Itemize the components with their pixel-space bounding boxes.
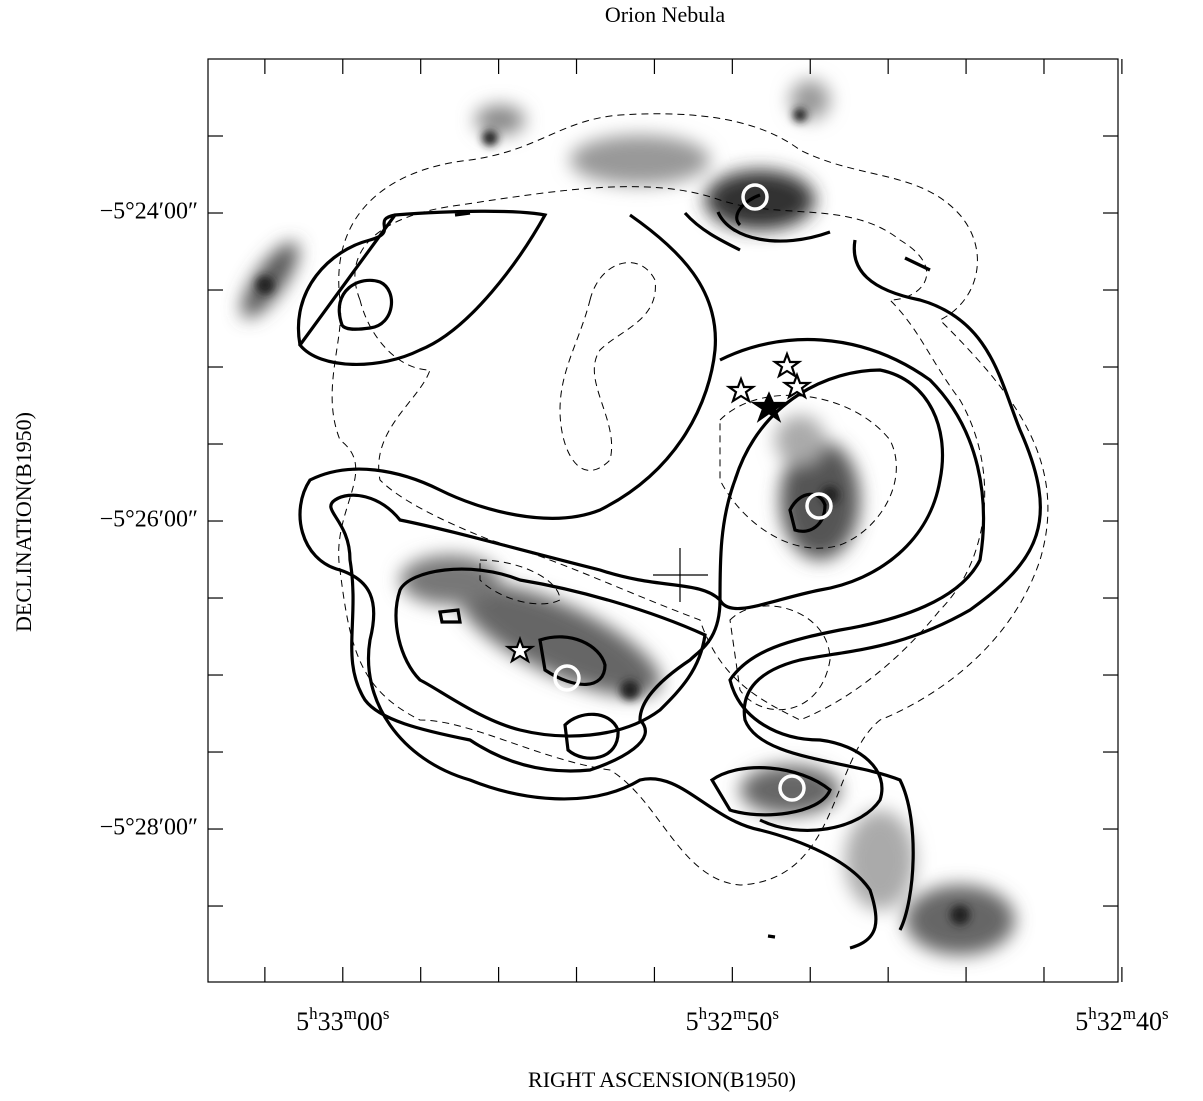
contours xyxy=(298,114,1047,948)
x-tick-label: 5h33m00s xyxy=(296,1004,389,1036)
x-tick-label: 5h32m50s xyxy=(686,1004,779,1036)
plot-frame xyxy=(208,59,1118,982)
nebula-image xyxy=(232,80,1015,955)
chart: Orion Nebula RIGHT ASCENSION(B1950) DECL… xyxy=(0,0,1203,1101)
y-tick-label: −5°24′00″ xyxy=(100,199,198,225)
y-tick-label: −5°28′00″ xyxy=(100,815,198,841)
chart-title: Orion Nebula xyxy=(605,2,726,27)
x-tick-label: 5h32m40s xyxy=(1075,1004,1168,1036)
y-tick-label: −5°26′00″ xyxy=(100,507,198,533)
y-axis-label: DECLINATION(B1950) xyxy=(11,412,36,632)
x-axis-label: RIGHT ASCENSION(B1950) xyxy=(528,1067,796,1092)
